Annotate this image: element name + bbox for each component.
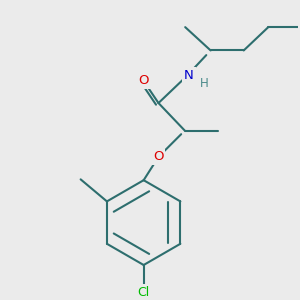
Text: O: O: [153, 150, 164, 164]
Text: N: N: [184, 68, 194, 82]
Text: Cl: Cl: [137, 286, 150, 299]
Text: O: O: [138, 74, 149, 88]
Text: H: H: [200, 77, 208, 90]
